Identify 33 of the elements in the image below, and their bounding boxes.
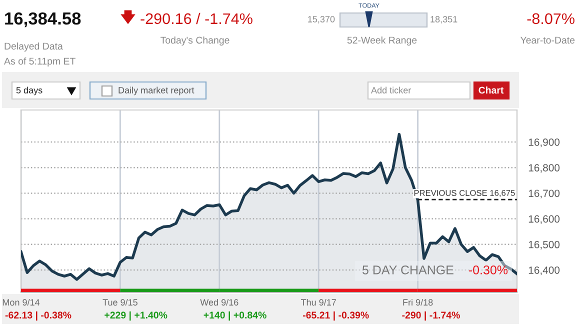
text: 15,370 bbox=[308, 16, 335, 24]
x-tick-label: Tue 9/15 bbox=[102, 298, 138, 306]
y-tick-label: 16,500 bbox=[528, 240, 560, 250]
y-tick-label: 16,600 bbox=[528, 215, 560, 224]
annotation: -0.30% bbox=[468, 266, 508, 274]
text: Year-to-Date bbox=[520, 36, 575, 44]
text: Chart bbox=[478, 86, 504, 94]
y-tick-label: 16,900 bbox=[528, 138, 560, 148]
annotation: 5 DAY CHANGE bbox=[362, 266, 454, 274]
x-tick-label: Mon 9/14 bbox=[2, 298, 40, 306]
text: -290.16 / -1.74% bbox=[140, 12, 252, 24]
text: 16,384.58 bbox=[5, 12, 81, 28]
text: Today's Change bbox=[160, 36, 230, 46]
text: Add ticker bbox=[371, 86, 411, 94]
x-tick-label: Fri 9/18 bbox=[403, 298, 433, 306]
x-tick-label: Wed 9/16 bbox=[200, 298, 238, 306]
text: +229 | +1.40% bbox=[104, 311, 168, 321]
text: -290 | -1.74% bbox=[402, 311, 460, 321]
x-tick-label: Thu 9/17 bbox=[300, 298, 336, 306]
text: As of 5:11pm ET bbox=[4, 57, 76, 67]
text: 18,351 bbox=[430, 16, 458, 24]
text: Delayed Data bbox=[4, 42, 63, 52]
text: +140 | +0.84% bbox=[204, 311, 266, 321]
y-tick-label: 16,800 bbox=[528, 164, 560, 173]
text: -65.21 | -0.39% bbox=[302, 311, 369, 321]
text: 5 days bbox=[16, 86, 42, 96]
text: -62.13 | -0.38% bbox=[5, 311, 72, 321]
ref-line-label: PREVIOUS CLOSE 16,675 bbox=[414, 190, 515, 197]
text: 52-Week Range bbox=[347, 36, 417, 46]
text: Daily market report bbox=[118, 86, 194, 96]
y-tick-label: 16,400 bbox=[528, 266, 560, 276]
y-tick-label: 16,700 bbox=[528, 190, 560, 198]
text: -8.07% bbox=[527, 13, 574, 24]
